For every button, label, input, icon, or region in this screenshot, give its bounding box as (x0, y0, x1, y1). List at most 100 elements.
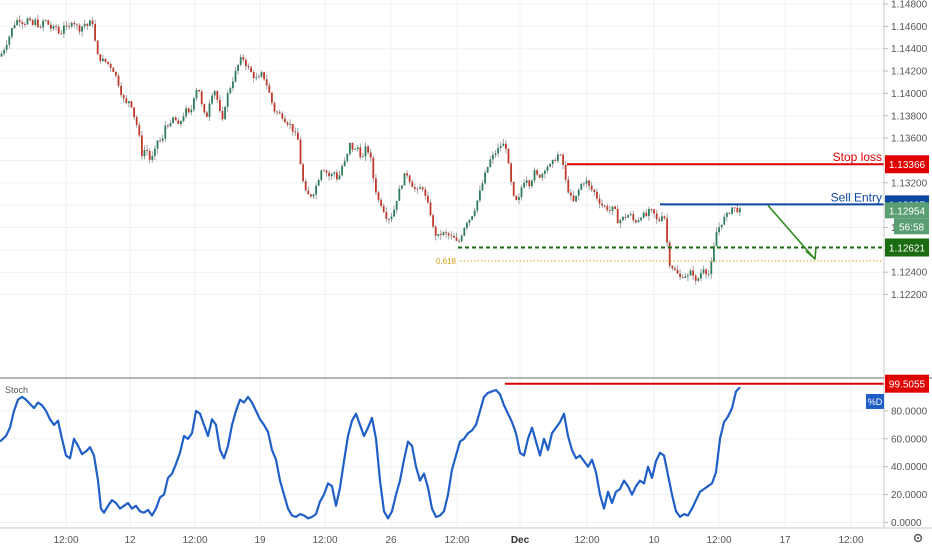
candle-body (616, 208, 619, 224)
candle-body (117, 75, 120, 86)
candle-body (611, 206, 614, 211)
candle-body (440, 233, 442, 235)
candle-body (497, 147, 499, 154)
candle-body (177, 120, 180, 124)
candle-body (359, 147, 362, 158)
candle-body (577, 189, 580, 196)
candle-body (502, 143, 505, 147)
candle-body (375, 178, 377, 193)
price-levels: Stop loss Sell Entry 0.618 (436, 150, 884, 266)
candle-body (700, 273, 702, 279)
candle-body (307, 190, 310, 195)
candle-body (198, 89, 200, 92)
projection-arrow-shaft (767, 204, 814, 258)
candle-body (242, 57, 245, 60)
candle-body (169, 123, 172, 127)
candle-body (91, 20, 94, 24)
candle-body (265, 79, 268, 86)
candle-body (707, 274, 710, 275)
candle-body (260, 72, 263, 77)
candle-body (499, 146, 502, 148)
candle-body (221, 111, 224, 120)
price-tick-label: 1.12200 (891, 290, 928, 301)
candle-body (278, 112, 281, 114)
candle-body (44, 20, 47, 21)
candle-body (133, 107, 135, 118)
candle-body (39, 27, 42, 28)
candle-body (635, 220, 637, 223)
candle-body (99, 54, 102, 62)
candle-body (29, 18, 31, 21)
candle-body (479, 190, 481, 201)
axis-tags: 1.133661.130071.126211.1295456:5899.5055… (866, 155, 929, 409)
candle-body (167, 125, 169, 127)
candle-body (224, 106, 226, 120)
candle-body (544, 170, 546, 174)
candle-body (143, 149, 146, 157)
candle-body (393, 209, 395, 217)
candle-body (89, 20, 91, 26)
candle-body (208, 103, 211, 117)
candle-body (648, 209, 650, 216)
candle-body (427, 195, 429, 203)
candle-body (564, 164, 567, 180)
settings-gear-icon[interactable] (913, 533, 923, 543)
time-axis[interactable]: 12:00 12 12:00 19 12:00 26 12:00 Dec 12:00 10 12:0… (53, 535, 863, 546)
candle-body (692, 270, 694, 276)
candle-body (310, 194, 312, 197)
candle-body (642, 212, 645, 218)
stoch-tick-label: 0.0000 (891, 518, 922, 529)
candle-body (107, 61, 109, 64)
candle-body (583, 183, 585, 185)
price-tick-label: 1.12400 (891, 268, 928, 279)
candle-body (0, 53, 3, 57)
candle-body (653, 209, 655, 214)
candle-body (668, 242, 671, 266)
candle-body (325, 170, 328, 173)
candle-body (148, 150, 151, 160)
candle-body (408, 175, 411, 182)
candle-body (466, 222, 468, 228)
candle-body (562, 154, 564, 165)
candle-body (94, 23, 96, 41)
candle-body (250, 67, 252, 73)
candle-body (536, 170, 538, 175)
stoch-title: Stoch (5, 385, 28, 395)
candle-body (146, 149, 148, 151)
sell-entry-label: Sell Entry (831, 190, 882, 204)
candle-body (190, 109, 193, 113)
candle-body (109, 63, 112, 68)
candle-body (289, 124, 291, 125)
candle-body (593, 189, 596, 192)
candle-body (421, 187, 424, 190)
candle-body (364, 146, 367, 157)
candle-body (471, 216, 473, 220)
candle-body (174, 117, 177, 121)
candle-body (523, 182, 525, 188)
candle-body (34, 19, 37, 25)
candle-body (151, 155, 154, 160)
candle-body (232, 81, 234, 89)
candle-body (83, 23, 86, 27)
candle-body (26, 18, 29, 25)
candle-body (16, 20, 18, 26)
candle-body (481, 183, 484, 191)
stoch-high-tag (885, 374, 929, 393)
candle-body (195, 89, 198, 99)
candle-body (411, 181, 414, 188)
candle-body (658, 219, 661, 221)
candle-body (328, 172, 330, 177)
candle-body (21, 21, 24, 25)
candle-body (601, 203, 603, 206)
candle-body (377, 192, 380, 200)
stoch-axis[interactable]: 80.0000 60.0000 40.0000 20.0000 0.0000 (884, 406, 928, 529)
candle-body (115, 71, 117, 76)
candle-body (432, 215, 434, 227)
candle-body (172, 117, 174, 124)
candle-body (596, 191, 598, 199)
candle-body (164, 125, 167, 139)
candle-body (63, 25, 65, 34)
candle-body (398, 188, 401, 201)
stoch-high-value: 99.5055 (889, 380, 926, 391)
